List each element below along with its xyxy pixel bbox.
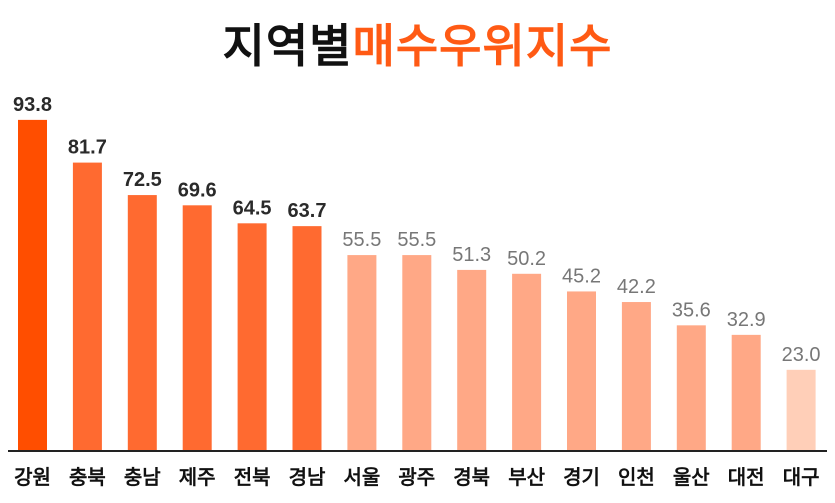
value-label-제주: 69.6 <box>178 179 217 201</box>
chart-title-part2: 매수우위지수 <box>352 19 613 73</box>
value-label-경북: 51.3 <box>452 244 491 266</box>
category-label-충남: 충남 <box>124 465 161 489</box>
category-label-광주: 광주 <box>398 465 435 489</box>
value-label-대구: 23.0 <box>782 344 821 366</box>
value-label-충북: 81.7 <box>68 137 107 159</box>
bar-경남 <box>292 226 322 451</box>
bar-부산 <box>512 273 542 451</box>
category-label-충북: 충북 <box>69 465 106 489</box>
value-label-경기: 45.2 <box>562 265 601 287</box>
bar-경북 <box>457 269 487 451</box>
category-label-인천: 인천 <box>618 465 655 489</box>
bar-울산 <box>676 325 706 451</box>
category-label-부산: 부산 <box>508 465 545 489</box>
bar-충남 <box>127 195 157 451</box>
category-label-경북: 경북 <box>453 465 490 489</box>
chart-title: 지역별매수우위지수 <box>0 10 835 76</box>
category-label-경남: 경남 <box>289 465 326 489</box>
category-label-서울: 서울 <box>343 465 380 489</box>
category-label-경기: 경기 <box>563 465 600 489</box>
value-label-전북: 64.5 <box>233 197 272 219</box>
value-label-서울: 55.5 <box>342 229 381 251</box>
bar-전북 <box>237 223 267 451</box>
value-label-부산: 50.2 <box>507 248 546 270</box>
bar-대전 <box>731 334 761 451</box>
bar-인천 <box>621 302 651 451</box>
value-label-경남: 63.7 <box>288 200 327 222</box>
value-label-울산: 35.6 <box>672 299 711 321</box>
category-label-강원: 강원 <box>14 465 51 489</box>
category-label-대구: 대구 <box>783 465 820 489</box>
value-label-인천: 42.2 <box>617 276 656 298</box>
chart-title-part1: 지역별 <box>222 19 353 73</box>
bar-대구 <box>786 369 816 451</box>
value-label-대전: 32.9 <box>727 309 766 331</box>
value-label-광주: 55.5 <box>397 229 436 251</box>
category-label-제주: 제주 <box>179 465 216 489</box>
bar-제주 <box>182 205 212 451</box>
bar-경기 <box>567 291 596 451</box>
category-label-대전: 대전 <box>728 465 765 489</box>
bar-광주 <box>402 255 432 451</box>
value-label-강원: 93.8 <box>13 94 52 116</box>
category-label-전북: 전북 <box>234 465 271 489</box>
bar-강원 <box>18 119 47 452</box>
category-label-울산: 울산 <box>673 465 710 489</box>
bar-충북 <box>72 162 102 451</box>
bar-서울 <box>347 255 377 451</box>
value-label-충남: 72.5 <box>123 169 162 191</box>
